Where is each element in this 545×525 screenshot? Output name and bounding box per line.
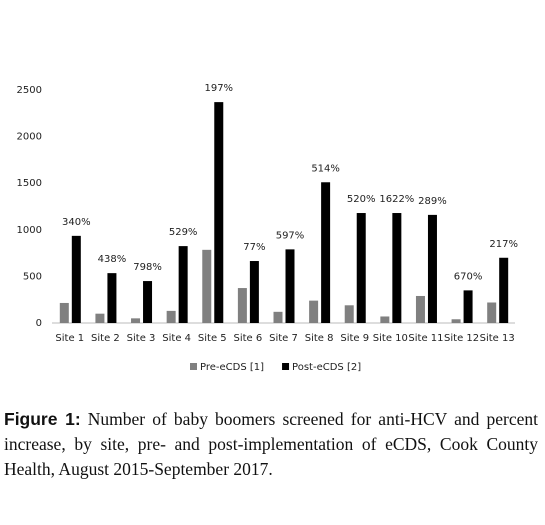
bar <box>285 249 295 323</box>
caption: Figure 1: Number of baby boomers screene… <box>4 407 538 482</box>
y-tick-label: 2500 <box>17 85 42 96</box>
bar <box>487 302 497 323</box>
bar <box>427 214 437 323</box>
y-tick-label: 1000 <box>17 225 42 236</box>
bar <box>178 246 188 323</box>
x-tick-label: Site 10 <box>373 333 408 344</box>
data-annotation: 1622% <box>379 194 414 205</box>
legend-swatch <box>190 363 197 370</box>
x-tick-label: Site 1 <box>55 333 84 344</box>
bar <box>344 305 354 323</box>
bar <box>451 319 461 323</box>
y-tick-label: 1500 <box>17 178 42 189</box>
x-tick-label: Site 11 <box>408 333 443 344</box>
x-tick-label: Site 3 <box>127 333 156 344</box>
bar <box>237 288 247 323</box>
y-tick-label: 0 <box>36 318 42 329</box>
x-tick-label: Site 7 <box>269 333 298 344</box>
data-annotation: 597% <box>276 230 305 241</box>
legend-swatch <box>282 363 290 370</box>
bar <box>249 261 259 323</box>
data-annotation: 438% <box>98 254 127 265</box>
bar <box>356 213 366 323</box>
y-tick-label: 2000 <box>17 132 42 143</box>
x-tick-label: Site 2 <box>91 333 120 344</box>
x-tick-label: Site 4 <box>162 333 191 344</box>
bar <box>59 302 69 323</box>
bar <box>131 318 141 323</box>
bar <box>321 182 331 323</box>
x-tick-label: Site 13 <box>480 333 515 344</box>
y-tick-label: 500 <box>23 271 42 282</box>
caption-text: Number of baby boomers screened for anti… <box>4 409 538 479</box>
bar <box>71 235 81 323</box>
chart: 0 500 1000 1500 2000 2500 Site 1 340% Site 2 438%… <box>17 83 518 373</box>
data-annotation: 514% <box>311 163 340 174</box>
data-annotation: 217% <box>489 239 518 250</box>
bar <box>499 257 509 323</box>
x-tick-label: Site 9 <box>340 333 369 344</box>
bar <box>166 310 176 323</box>
data-annotation: 289% <box>418 196 447 207</box>
legend-label: Pre-eCDS [1] <box>200 362 264 373</box>
bar <box>107 273 117 323</box>
x-tick-label: Site 5 <box>198 333 227 344</box>
data-annotation: 798% <box>133 262 162 273</box>
bar <box>214 102 224 323</box>
bar <box>273 311 283 323</box>
data-annotation: 340% <box>62 217 91 228</box>
x-tick-label: Site 8 <box>305 333 334 344</box>
data-annotation: 670% <box>454 271 483 282</box>
bar <box>95 313 105 323</box>
x-tick-label: Site 6 <box>234 333 263 344</box>
data-annotation: 529% <box>169 227 198 238</box>
bar <box>309 300 319 323</box>
data-annotation: 197% <box>204 83 233 94</box>
data-annotation: 520% <box>347 194 376 205</box>
bar <box>463 290 473 323</box>
x-tick-label: Site 12 <box>444 333 479 344</box>
data-annotation: 77% <box>243 242 265 253</box>
bar <box>143 281 153 323</box>
bar <box>380 316 390 323</box>
bar <box>392 213 402 323</box>
caption-label: Figure 1: <box>4 409 81 429</box>
bar <box>202 249 212 323</box>
bar <box>415 295 425 323</box>
legend-label: Post-eCDS [2] <box>292 362 361 373</box>
